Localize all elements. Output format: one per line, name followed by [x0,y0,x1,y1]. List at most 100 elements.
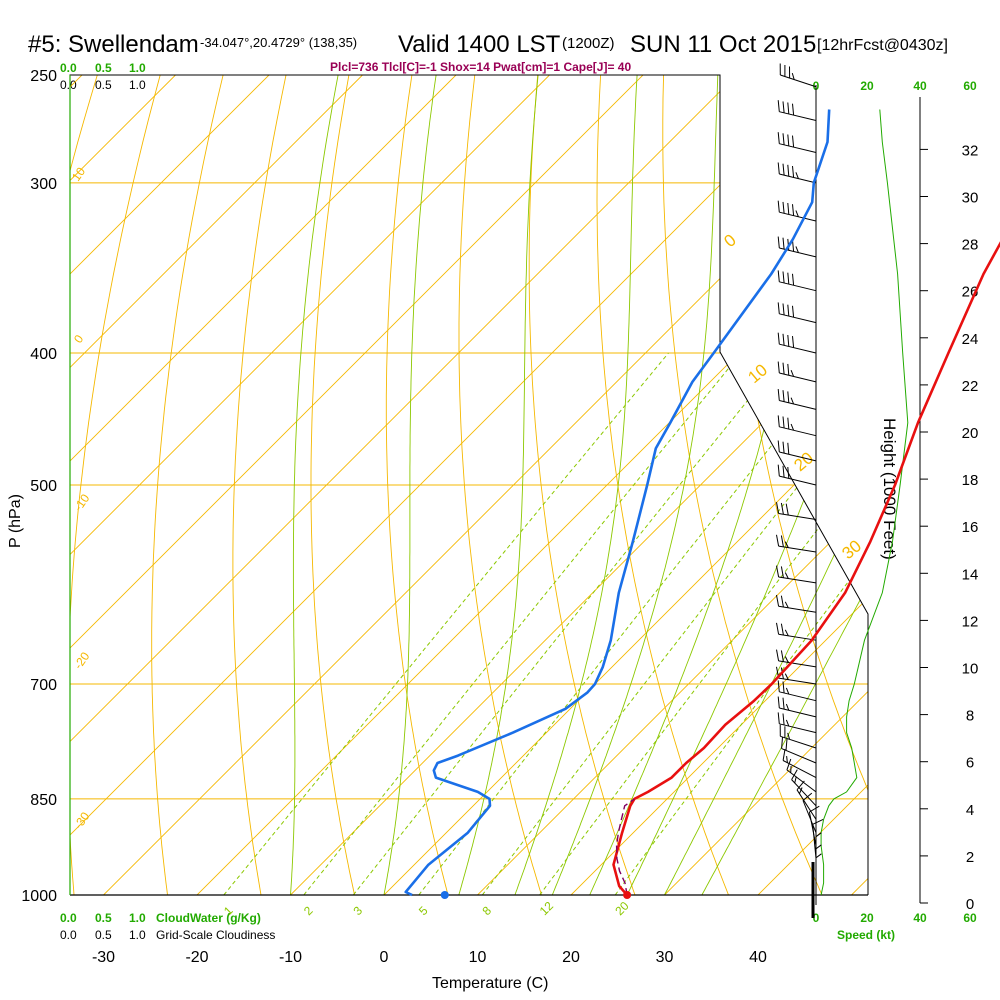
wind-barb-flag [777,200,780,213]
zulu-time: (1200Z) [562,35,615,52]
wind-barb [777,680,817,702]
wind-barb [812,818,824,859]
wind-barb-flag [787,466,790,479]
wind-barb-flag [790,370,795,377]
wind-barb-flag [781,737,783,749]
isotherm [664,75,868,895]
wind-barb-flag [776,565,780,578]
height-tick-2: 2 [966,849,974,866]
wind-barb-flag [787,417,790,430]
wind-barb-flag [777,389,780,401]
wind-barb-shaft [778,545,817,553]
wind-barb-flag [777,132,780,144]
wind-barb-flag [782,333,785,346]
wind-barb [781,737,817,764]
pressure-tick-400: 400 [30,346,57,363]
wind-barb-flag [786,756,788,763]
mixing-ratio-label: 20 [612,899,632,919]
wind-barb [776,502,817,520]
wind-barb-flag [784,601,789,609]
dry-adiabat [232,75,287,895]
wind-barb-flag [780,502,784,515]
wind-barb-flag [785,719,790,727]
wind-barb-shaft [779,400,817,410]
isotherm [196,75,868,895]
wind-barb-shaft [779,372,817,383]
wind-barb [802,792,817,833]
temperature-tick-0: 0 [380,949,389,966]
wind-barb-flag [777,361,780,374]
wind-barb-flag [780,650,784,662]
wind-barb-flag [791,769,798,780]
isotherm [70,75,831,895]
isotherm [570,75,868,895]
wind-barb-flag [782,697,785,710]
mixing-ratio-label: 2 [301,903,316,918]
wind-barb-flag [782,303,785,316]
wind-barb-shaft [779,143,817,153]
wind-barb [777,200,817,222]
wind-barb-shaft [778,660,817,668]
wind-barb [776,534,817,553]
dry-adiabat-label: 0 [71,332,86,346]
wind-barb-flag [784,629,789,637]
wind-barb-flag [780,566,784,578]
wind-barb-flag [792,273,795,286]
temperature-tick-10: 10 [469,949,487,966]
isotherm [70,75,644,895]
wind-barb [777,302,817,324]
wind-barb [815,832,822,871]
wind-barb-flag [790,397,795,405]
isotherm [477,75,868,895]
wind-barb [815,844,822,884]
background-lines [70,75,1000,895]
isotherm [70,75,737,895]
wind-barb-shaft [779,426,817,437]
wind-barb-shaft [779,281,817,292]
stability-indices: Plcl=736 Tlcl[C]=-1 Shox=14 Pwat[cm]=1 C… [330,60,631,74]
wind-barb-flag [790,423,795,431]
wind-barb-flag [784,656,789,663]
height-tick-12: 12 [962,613,979,630]
wind-barb-flag [787,272,790,285]
wind-barb-flag [809,805,820,813]
wind-barb [777,464,817,486]
dry-adiabat [528,75,636,895]
wind-barb-shaft [779,211,817,222]
wind-barb-flag [777,302,780,314]
wind-barb-flag [776,534,780,547]
wind-barb [777,162,817,184]
wind-barb-shaft [779,475,817,486]
wind-barb-flag [780,623,784,636]
dry-adiabat [458,75,542,895]
mixing-ratio-label: 5 [416,903,431,918]
wind-barb-flag [784,541,789,548]
pressure-tick-500: 500 [30,478,57,495]
wind-barb-flag [777,464,780,477]
wind-barb-flag [792,336,795,348]
wind-barb [777,712,817,734]
wind-barb-flag [792,103,795,116]
wind-barb-flag [777,270,780,282]
height-axis-title: Height (1000 Feet) [880,418,899,560]
speed-top-20: 20 [860,79,874,93]
height-tick-10: 10 [962,661,979,678]
wind-barb-flag [787,202,790,215]
wind-barb-flag [787,334,790,347]
wind-barb-flag [776,649,780,661]
speed-top-60: 60 [963,79,977,93]
wind-barb-shaft [781,748,817,764]
height-tick-22: 22 [962,378,979,395]
dry-adiabat [978,75,1000,895]
valid-time: Valid 1400 LST [398,31,561,58]
temperature-tick-40: 40 [749,949,767,966]
wind-barb-shaft [778,576,817,584]
moist-adiabat [664,75,868,895]
height-tick-0: 0 [966,896,974,913]
wind-barb-flag [777,680,780,692]
wind-barb-shaft [778,677,817,685]
wind-barb [777,389,817,410]
speed-bottom-0: 0 [813,911,820,925]
wind-barb-flag [785,503,789,516]
